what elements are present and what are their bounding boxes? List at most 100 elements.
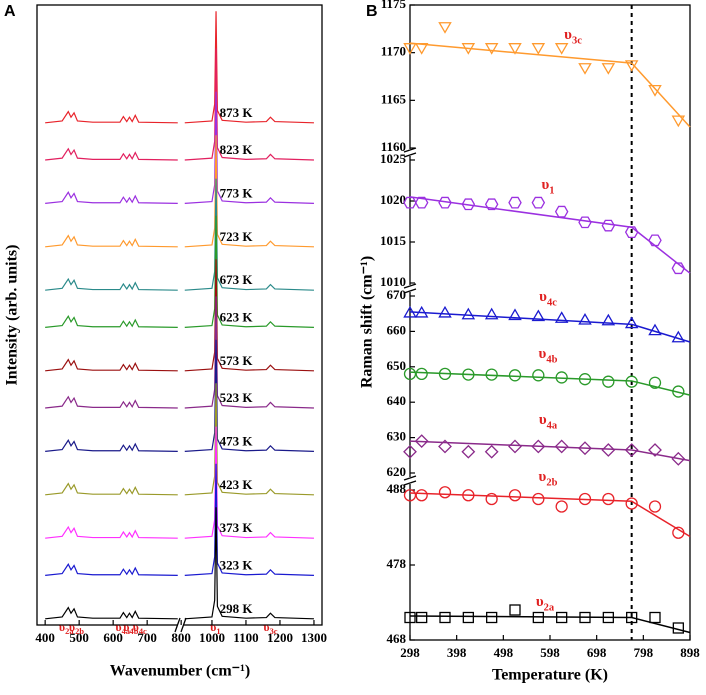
spectrum (45, 426, 314, 539)
peak-label-sub: 4a (122, 627, 131, 636)
spectrum (45, 296, 314, 409)
series-label: 723 K (220, 229, 254, 244)
series-label-sub: 2b (546, 478, 557, 489)
marker (403, 367, 417, 381)
marker (403, 489, 417, 502)
marker (626, 611, 638, 624)
series-label-symbol: υ (539, 412, 547, 428)
peak-label-symbol: υ (115, 620, 121, 634)
series-label-symbol: υ (541, 177, 549, 193)
marker (532, 492, 545, 506)
y-tick-label: 1175 (381, 0, 407, 11)
series-label-sub: 4c (547, 298, 557, 309)
series-label-symbol: υ (539, 346, 547, 362)
series-label: 323 K (220, 557, 254, 572)
y-tick-label: 1025 (380, 151, 407, 166)
marker (531, 196, 546, 209)
x-axis-label: Temperature (K) (492, 667, 608, 684)
spectrum (45, 215, 314, 328)
peak-label-sub: 4c (139, 627, 147, 636)
y-tick-label: 620 (387, 464, 407, 479)
peak-label-sub: 2a (65, 627, 74, 636)
y-tick-label: 630 (387, 429, 407, 444)
series-label-sub: 4a (547, 421, 558, 432)
marker (438, 486, 452, 499)
series-label-symbol: υ (536, 594, 544, 610)
x-tick-label: 1100 (233, 630, 258, 645)
y-axis-label: Raman shift (cm⁻¹) (359, 256, 376, 388)
y-axis-label: Intensity (arb. units) (4, 245, 21, 386)
marker (484, 198, 499, 211)
marker (508, 196, 522, 209)
marker (438, 305, 452, 318)
y-tick-label: 1160 (381, 139, 406, 154)
marker (415, 367, 428, 381)
marker (602, 611, 614, 624)
peak-label: υ4a (115, 620, 130, 636)
marker (531, 309, 546, 322)
marker (461, 43, 476, 55)
marker (554, 43, 569, 55)
marker (601, 63, 616, 75)
marker (648, 84, 662, 97)
y-tick-label: 1010 (380, 274, 406, 289)
spectrum (45, 383, 314, 496)
peak-label: υ4b (123, 620, 138, 636)
marker (578, 312, 592, 325)
marker (602, 492, 615, 506)
peak-label-symbol: υ (133, 620, 139, 634)
series-label: 573 K (220, 353, 254, 368)
series-label: υ4c (539, 289, 557, 308)
x-tick-label: 598 (540, 645, 560, 660)
peak-label-symbol: υ (69, 620, 75, 634)
marker (601, 219, 616, 232)
marker (602, 375, 615, 388)
series-label-sub: 2a (544, 603, 555, 614)
marker (403, 43, 417, 55)
x-tick-label: 698 (587, 645, 607, 660)
marker (578, 492, 592, 506)
fit-line (409, 42, 691, 128)
marker (601, 313, 616, 326)
marker (508, 43, 522, 55)
y-tick-label: 1170 (381, 44, 406, 59)
series-label: υ2a (536, 594, 555, 613)
marker (624, 443, 639, 457)
marker (671, 330, 686, 343)
spectrum (45, 507, 314, 620)
series-label-sub: 1 (549, 186, 554, 197)
panel-label: B (366, 3, 378, 20)
marker (624, 316, 639, 329)
marker (531, 439, 546, 454)
marker (404, 611, 416, 624)
x-tick-label: 298 (400, 645, 420, 660)
x-tick-label: 498 (494, 645, 514, 660)
marker (672, 526, 685, 539)
frame-a (36, 4, 323, 626)
series-label: υ2b (539, 469, 558, 488)
marker (578, 441, 592, 456)
y-tick-label: 478 (387, 556, 407, 571)
panel-label: A (4, 3, 16, 20)
series-label: 773 K (220, 185, 254, 200)
x-tick-label: 600 (103, 630, 123, 645)
marker (672, 385, 685, 398)
x-tick-label: 400 (35, 630, 55, 645)
marker (438, 439, 452, 454)
marker (649, 611, 661, 624)
marker (531, 43, 546, 55)
frame-b (409, 4, 691, 641)
marker (532, 611, 544, 624)
marker (556, 611, 568, 624)
x-tick-label: 500 (69, 630, 89, 645)
marker (532, 369, 545, 382)
y-tick-label: 1020 (380, 192, 406, 207)
y-tick-label: 468 (387, 631, 407, 646)
marker (484, 43, 499, 55)
marker (671, 451, 686, 466)
y-tick-label: 650 (387, 358, 407, 373)
marker (578, 373, 592, 386)
marker (579, 611, 591, 624)
marker (508, 439, 522, 454)
marker (508, 308, 522, 321)
